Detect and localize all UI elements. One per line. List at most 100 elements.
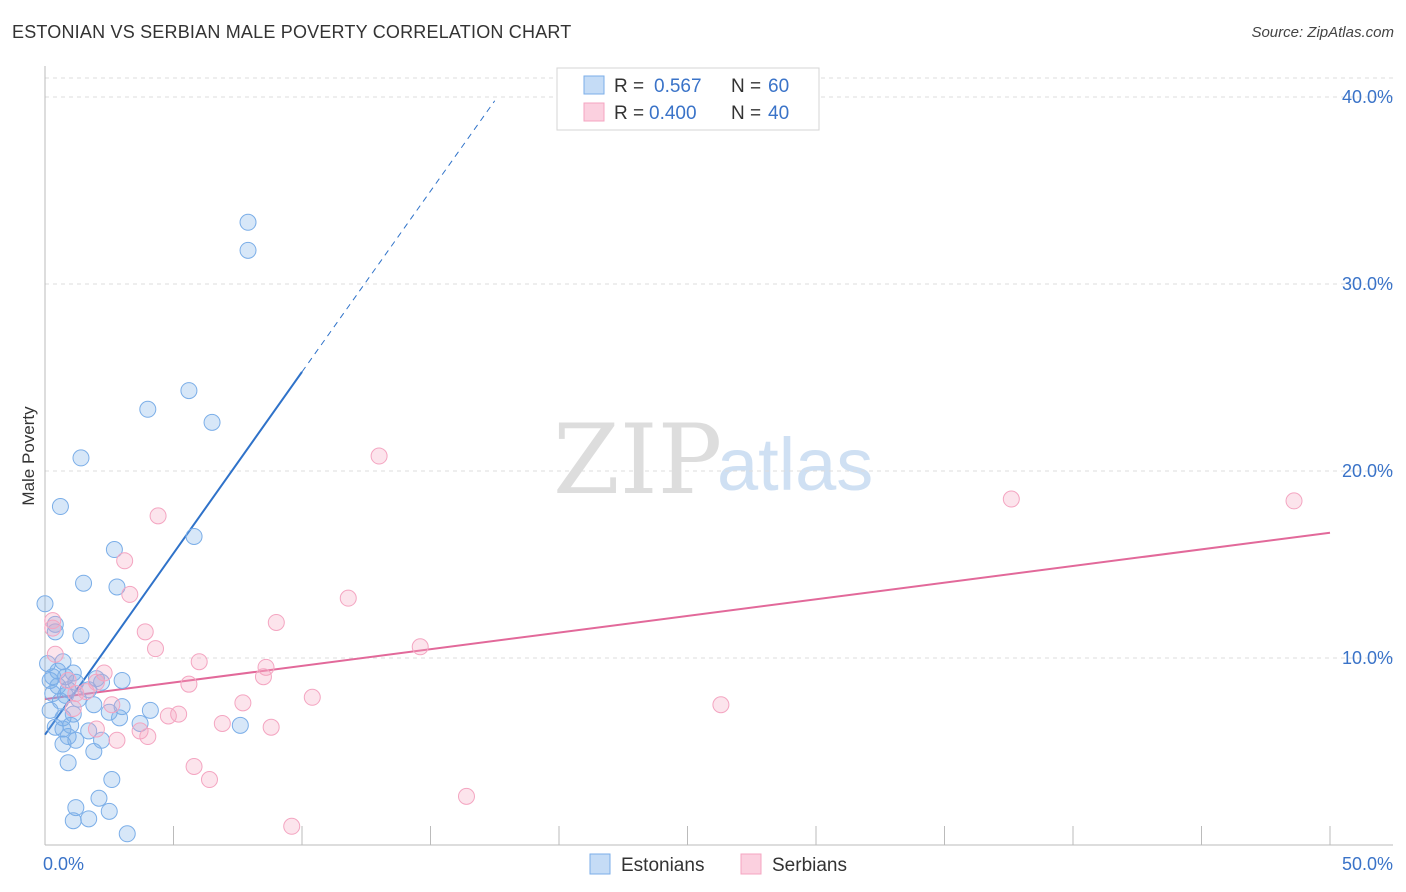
estonians-point <box>67 799 85 817</box>
serbians-point <box>44 619 62 637</box>
estonians-point <box>85 696 103 714</box>
serbians-n-label: N = <box>731 103 761 124</box>
tick-labels: 10.0% 20.0% 30.0% 40.0% 0.0% 50.0% <box>43 87 1393 874</box>
serbians-r-value: 0.400 <box>649 103 697 124</box>
serbians-point <box>136 623 154 641</box>
estonians-point <box>203 413 221 431</box>
y-tick-label: 20.0% <box>1342 461 1393 481</box>
serbians-point <box>262 718 280 736</box>
serbians-trend-line <box>44 531 1331 701</box>
estonians-point <box>72 627 90 645</box>
y-axis-label: Male Poverty <box>19 406 38 506</box>
gridlines <box>45 77 1393 659</box>
y-tick-label: 10.0% <box>1342 648 1393 668</box>
serbians-swatch <box>583 102 605 122</box>
serbians-point <box>67 685 85 703</box>
estonians-point <box>139 400 157 418</box>
estonians-point <box>85 743 103 760</box>
serbians-point <box>1285 492 1303 510</box>
estonians-point <box>141 701 159 719</box>
x-tick-label: 0.0% <box>43 854 84 874</box>
serbians-point <box>267 613 285 631</box>
estonians-point <box>113 698 131 716</box>
estonians-point <box>100 802 118 820</box>
estonians-n-label: N = <box>731 76 761 97</box>
x-tick-label: 50.0% <box>1342 854 1393 874</box>
serbians-point <box>283 817 301 835</box>
chart-title: ESTONIAN VS SERBIAN MALE POVERTY CORRELA… <box>12 22 572 42</box>
serbians-point <box>339 589 357 607</box>
serbians-point <box>190 653 208 671</box>
estonians-point <box>80 810 98 828</box>
serbians-point <box>77 683 95 701</box>
serbians-r-label: R = <box>614 103 644 124</box>
estonians-r-value: 0.567 <box>654 76 702 97</box>
serbians-point <box>159 707 177 725</box>
serbians-point <box>121 585 139 603</box>
estonians-point <box>90 789 108 807</box>
serbians-point <box>200 771 218 789</box>
legend-serbians-swatch <box>740 853 762 875</box>
serbians-point <box>234 694 252 712</box>
estonians-point <box>239 213 257 231</box>
serbians-point <box>103 696 121 714</box>
estonians-point <box>75 574 93 592</box>
estonians-point <box>67 731 85 749</box>
series-legend: Estonians Serbians <box>589 853 847 876</box>
data-points <box>36 213 1303 843</box>
serbians-point <box>411 638 429 656</box>
serbians-point <box>170 705 188 723</box>
serbians-point <box>185 757 203 775</box>
stats-legend: R = 0.567 N = 60 R = 0.400 N = 40 <box>556 67 820 131</box>
estonians-point <box>180 382 198 400</box>
serbians-point <box>1002 490 1020 508</box>
legend-serbians-label: Serbians <box>772 855 847 876</box>
estonians-point <box>239 241 257 259</box>
estonians-r-label: R = <box>614 76 644 97</box>
serbians-point <box>147 640 165 658</box>
axes <box>44 66 1393 846</box>
estonians-point <box>111 709 129 727</box>
serbians-point <box>254 668 272 686</box>
estonians-point <box>113 671 131 689</box>
serbians-point <box>116 552 134 570</box>
estonians-trend-extension <box>301 100 496 373</box>
estonians-n-value: 60 <box>768 76 789 97</box>
estonians-point <box>185 527 203 545</box>
estonians-point <box>36 595 54 613</box>
serbians-point <box>108 731 126 749</box>
estonians-point <box>41 701 59 719</box>
estonians-trend-line <box>44 371 303 736</box>
serbians-point <box>457 787 475 805</box>
serbians-point <box>712 696 730 714</box>
serbians-point <box>64 699 82 717</box>
serbians-point <box>370 447 388 465</box>
estonians-point <box>108 578 126 596</box>
serbians-point <box>46 645 64 663</box>
serbians-point <box>303 688 321 706</box>
estonians-point <box>64 705 82 723</box>
estonians-point <box>72 449 90 467</box>
serbians-point <box>213 714 231 732</box>
watermark: ZIP atlas <box>553 404 873 516</box>
watermark-zip: ZIP <box>553 404 722 516</box>
serbians-point <box>59 671 77 689</box>
estonians-point <box>118 825 136 843</box>
estonians-swatch <box>583 75 605 95</box>
estonians-point <box>131 714 149 732</box>
serbians-point <box>44 612 62 630</box>
estonians-point <box>59 754 77 772</box>
y-tick-label: 30.0% <box>1342 274 1393 294</box>
estonians-point <box>54 735 72 753</box>
serbians-point <box>87 720 105 738</box>
estonians-point <box>105 541 123 559</box>
legend-estonians-swatch <box>589 853 611 875</box>
serbians-point <box>149 507 167 525</box>
legend-estonians-label: Estonians <box>621 855 704 876</box>
serbians-n-value: 40 <box>768 103 789 124</box>
estonians-point <box>103 771 121 789</box>
watermark-atlas: atlas <box>717 423 873 506</box>
serbians-point <box>139 728 157 746</box>
estonians-point <box>51 498 69 516</box>
